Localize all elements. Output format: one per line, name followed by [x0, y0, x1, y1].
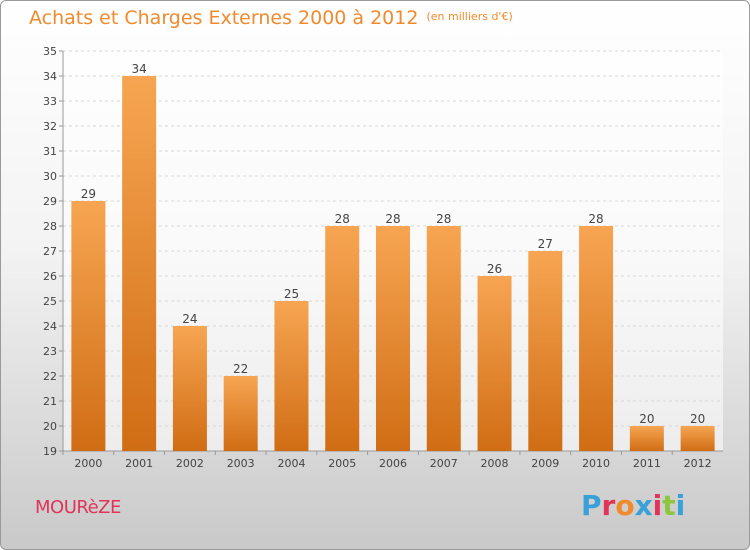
bar [579, 226, 614, 451]
y-tick-label: 23 [43, 345, 57, 358]
x-tick-label: 2012 [684, 457, 712, 470]
y-tick-label: 21 [43, 395, 57, 408]
bar-value-label: 26 [487, 262, 502, 276]
bar [426, 226, 461, 451]
x-tick-label: 2011 [633, 457, 661, 470]
logo-letter: i [652, 489, 663, 522]
y-tick-label: 26 [43, 270, 57, 283]
title-unit: (en milliers d'€) [426, 10, 513, 23]
commune-name: MOURèZE [35, 497, 121, 518]
bar-value-label: 20 [639, 412, 654, 426]
x-tick-label: 2009 [531, 457, 559, 470]
bar-value-label: 28 [436, 212, 451, 226]
x-tick-label: 2001 [125, 457, 153, 470]
chart-title: Achats et Charges Externes 2000 à 2012 (e… [29, 7, 513, 29]
x-tick-label: 2002 [176, 457, 204, 470]
bar [680, 426, 715, 451]
logo-letter: o [615, 489, 635, 522]
bar-value-label: 28 [385, 212, 400, 226]
bar-value-label: 28 [588, 212, 603, 226]
y-tick-label: 34 [43, 70, 57, 83]
y-tick-label: 30 [43, 170, 57, 183]
x-tick-label: 2000 [74, 457, 102, 470]
y-tick-label: 20 [43, 420, 57, 433]
bar [274, 301, 309, 451]
bar-value-label: 25 [284, 287, 299, 301]
logo-letter: t [662, 489, 676, 522]
bar [528, 251, 563, 451]
y-tick-label: 24 [43, 320, 57, 333]
bar-value-label: 34 [132, 62, 147, 76]
y-tick-label: 22 [43, 370, 57, 383]
proxiti-logo: Proxiti [581, 489, 685, 522]
bar-value-label: 28 [335, 212, 350, 226]
y-tick-label: 28 [43, 220, 57, 233]
y-tick-label: 27 [43, 245, 57, 258]
bar [223, 376, 258, 451]
bar [629, 426, 664, 451]
y-tick-label: 33 [43, 95, 57, 108]
logo-letter: i [675, 489, 686, 522]
y-tick-label: 35 [43, 45, 57, 58]
bar-value-label: 24 [182, 312, 197, 326]
x-tick-label: 2008 [481, 457, 509, 470]
bar [172, 326, 207, 451]
x-tick-label: 2007 [430, 457, 458, 470]
logo-letter: P [581, 489, 602, 522]
bar [122, 76, 157, 451]
x-tick-label: 2003 [227, 457, 255, 470]
bar [477, 276, 512, 451]
bar [325, 226, 360, 451]
x-tick-label: 2006 [379, 457, 407, 470]
title-text: Achats et Charges Externes 2000 à 2012 [29, 7, 419, 29]
y-tick-label: 32 [43, 120, 57, 133]
y-tick-label: 31 [43, 145, 57, 158]
y-tick-label: 19 [43, 445, 57, 458]
bar-value-label: 20 [690, 412, 705, 426]
x-tick-label: 2005 [328, 457, 356, 470]
logo-letter: r [601, 489, 616, 522]
y-tick-label: 25 [43, 295, 57, 308]
bar-value-label: 22 [233, 362, 248, 376]
x-tick-label: 2010 [582, 457, 610, 470]
bar [376, 226, 410, 451]
logo-letter: x [634, 489, 653, 522]
bar-value-label: 29 [81, 187, 96, 201]
bar [71, 201, 106, 451]
y-tick-label: 29 [43, 195, 57, 208]
bar-value-label: 27 [538, 237, 553, 251]
x-tick-label: 2004 [277, 457, 305, 470]
